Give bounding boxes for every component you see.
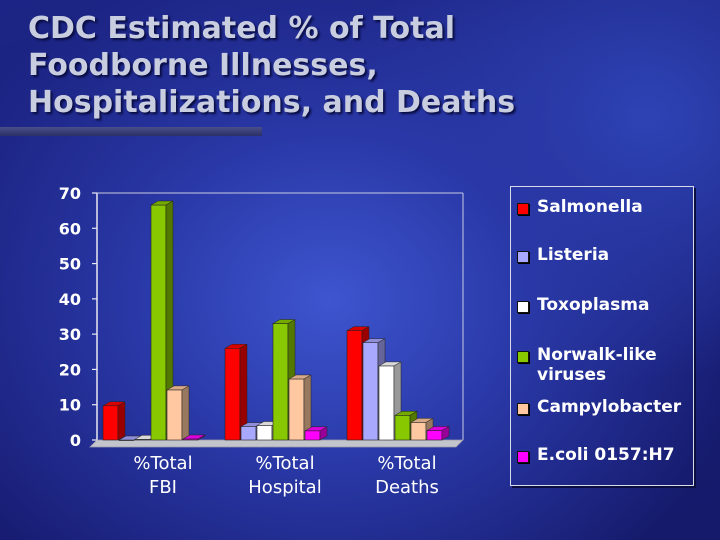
bar [410, 417, 434, 441]
legend-swatch [517, 301, 529, 313]
bars [102, 200, 450, 441]
legend-swatch [517, 403, 529, 415]
y-tick-label: 70 [59, 184, 81, 203]
legend-item: Listeria [517, 245, 609, 265]
y-tick-label: 0 [70, 431, 81, 450]
bar [102, 401, 126, 441]
bar [182, 434, 206, 441]
y-tick-label: 60 [59, 219, 81, 238]
legend-swatch [517, 251, 529, 263]
legend-label: Listeria [537, 245, 610, 265]
legend-item: Campylobacter [517, 397, 681, 417]
slide-title: CDC Estimated % of Total Foodborne Illne… [28, 11, 516, 120]
y-tick-label: 10 [59, 396, 81, 415]
legend: Salmonella Listeria Toxoplasma Norwalk-like… [510, 186, 694, 486]
legend-swatch [517, 451, 529, 463]
legend-swatch [517, 351, 529, 363]
plot-area [89, 192, 464, 448]
y-axis: 0 10 20 30 40 50 60 70 [59, 184, 97, 450]
legend-item: E.coli 0157:H7 [517, 445, 675, 465]
y-tick-label: 40 [59, 290, 81, 309]
x-axis: %Total FBI %Total Hospital %Total Deaths [133, 453, 438, 498]
bar [378, 361, 402, 441]
title-underline-bar [0, 127, 262, 136]
bar [304, 426, 328, 441]
legend-item: Toxoplasma [517, 295, 649, 315]
y-tick-label: 30 [59, 325, 81, 344]
bar [426, 426, 450, 441]
legend-item: Salmonella [517, 197, 643, 217]
legend-label: Campylobacter [537, 397, 682, 417]
y-tick-label: 50 [59, 255, 81, 274]
y-tick-label: 20 [59, 360, 81, 379]
legend-label: Salmonella [537, 197, 643, 217]
chart-floor [89, 439, 464, 448]
legend-label: Norwalk-like viruses [537, 345, 657, 385]
legend-label: E.coli 0157:H7 [537, 445, 675, 465]
legend-label: Toxoplasma [537, 295, 650, 315]
legend-item: Norwalk-like viruses [517, 345, 657, 385]
legend-swatch [517, 203, 529, 215]
bar [224, 343, 248, 441]
x-tick-label: %Total FBI [133, 453, 192, 498]
bar [288, 374, 312, 441]
x-tick-label: %Total Hospital [248, 453, 321, 498]
bar [150, 200, 174, 441]
bar [166, 385, 190, 441]
x-tick-label: %Total Deaths [375, 453, 439, 498]
